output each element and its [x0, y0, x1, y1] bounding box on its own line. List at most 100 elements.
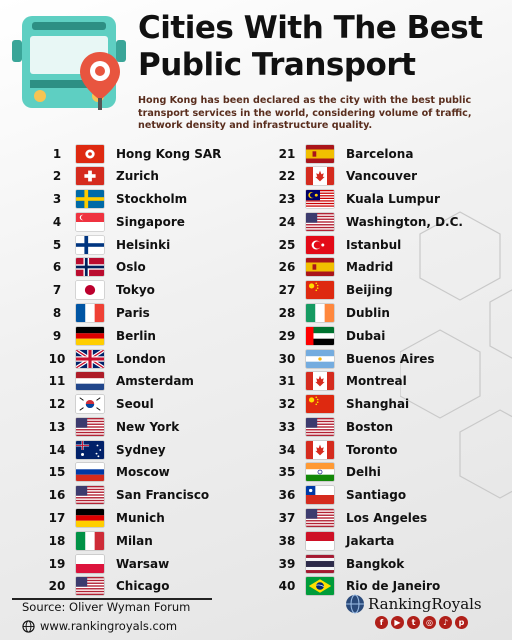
social-icons: f ▶ t ◎ ♪ p [375, 616, 468, 629]
flag-us-icon [306, 417, 334, 436]
ranking-row: 24 Washington, D.C. [270, 212, 463, 231]
rank-number: 32 [278, 397, 296, 412]
flag-ca-icon [306, 372, 334, 391]
ranking-row: 5 Helsinki [40, 235, 221, 254]
ranking-row: 38 Jakarta [270, 531, 463, 550]
flag-pl-icon [76, 554, 104, 573]
pinterest-icon[interactable]: p [455, 616, 468, 629]
flag-in-icon [306, 463, 334, 482]
flag-cn-icon [306, 395, 334, 414]
ranking-row: 18 Milan [40, 531, 221, 550]
source-note: Source: Oliver Wyman Forum [22, 600, 191, 614]
flag-tr-icon [306, 235, 334, 254]
ranking-row: 14 Sydney [40, 440, 221, 459]
rank-number: 30 [278, 351, 296, 366]
flag-ch-icon [76, 167, 104, 186]
rank-number: 24 [278, 214, 296, 229]
city-name: Los Angeles [346, 511, 428, 525]
tiktok-icon[interactable]: ♪ [439, 616, 452, 629]
flag-fr-icon [76, 303, 104, 322]
facebook-icon[interactable]: f [375, 616, 388, 629]
ranking-row: 30 Buenos Aires [270, 349, 463, 368]
city-name: London [116, 351, 166, 366]
rank-number: 36 [278, 488, 296, 503]
city-name: Moscow [116, 465, 170, 480]
ranking-row: 36 Santiago [270, 486, 463, 505]
city-name: Stockholm [116, 192, 188, 207]
ranking-row: 19 Warsaw [40, 554, 221, 573]
flag-br-icon [306, 577, 334, 596]
flag-us-icon [76, 577, 104, 596]
rank-number: 17 [48, 511, 66, 525]
ranking-row: 35 Delhi [270, 463, 463, 482]
flag-ca-icon [306, 440, 334, 459]
city-name: Paris [116, 305, 150, 320]
city-name: Barcelona [346, 146, 414, 161]
youtube-icon[interactable]: ▶ [391, 616, 404, 629]
globe-icon [22, 619, 35, 633]
ranking-row: 11 Amsterdam [40, 372, 221, 391]
ranking-row: 28 Dublin [270, 303, 463, 322]
city-name: Shanghai [346, 397, 410, 412]
flag-fi-icon [76, 235, 104, 254]
ranking-row: 26 Madrid [270, 258, 463, 277]
flag-nl-icon [76, 372, 104, 391]
flag-cl-icon [306, 486, 334, 505]
flag-gb-icon [76, 349, 104, 368]
rank-number: 23 [278, 192, 296, 207]
rank-number: 19 [48, 556, 66, 571]
city-name: Oslo [116, 260, 146, 275]
flag-id-icon [306, 531, 334, 550]
rank-number: 28 [278, 305, 296, 320]
rank-number: 11 [48, 374, 66, 389]
city-name: Boston [346, 419, 394, 434]
location-pin-icon [80, 52, 120, 110]
city-name: Santiago [346, 488, 407, 503]
ranking-row: 39 Bangkok [270, 554, 463, 573]
ranking-row: 27 Beijing [270, 281, 463, 300]
flag-ca-icon [306, 167, 334, 186]
flag-jp-icon [76, 281, 104, 300]
city-name: Istanbul [346, 237, 402, 252]
rank-number: 26 [278, 260, 296, 275]
ranking-row: 40 Rio de Janeiro [270, 577, 463, 596]
city-name: Madrid [346, 260, 394, 275]
flag-es-icon [306, 144, 334, 163]
rank-number: 2 [52, 169, 62, 184]
twitter-icon[interactable]: t [407, 616, 420, 629]
ranking-row: 37 Los Angeles [270, 509, 463, 528]
rank-number: 3 [52, 192, 62, 207]
rank-number: 25 [278, 237, 296, 252]
rank-number: 1 [52, 146, 62, 161]
rank-number: 4 [52, 214, 62, 229]
city-name: Dubai [346, 328, 386, 343]
ranking-row: 4 Singapore [40, 212, 221, 231]
ranking-row: 2 Zurich [40, 167, 221, 186]
city-name: Munich [116, 511, 165, 525]
city-name: Vancouver [346, 169, 418, 184]
flag-ae-icon [306, 326, 334, 345]
city-name: Toronto [346, 442, 398, 457]
ranking-row: 20 Chicago [40, 577, 221, 596]
rank-number: 22 [278, 169, 296, 184]
city-name: Seoul [116, 397, 154, 412]
instagram-icon[interactable]: ◎ [423, 616, 436, 629]
page-subtitle: Hong Kong has been declared as the city … [138, 95, 472, 131]
flag-kr-icon [76, 395, 104, 414]
website[interactable]: www.rankingroyals.com [22, 619, 177, 633]
city-name: Buenos Aires [346, 351, 435, 366]
flag-ru-icon [76, 463, 104, 482]
brand-logo: RankingRoyals [345, 594, 482, 614]
city-name: Rio de Janeiro [346, 579, 441, 594]
flag-ar-icon [306, 349, 334, 368]
flag-us-icon [76, 486, 104, 505]
flag-us-icon [306, 212, 334, 231]
ranking-row: 31 Montreal [270, 372, 463, 391]
ranking-row: 33 Boston [270, 417, 463, 436]
ranking-row: 8 Paris [40, 303, 221, 322]
flag-hk-icon [76, 144, 104, 163]
flag-de-icon [76, 326, 104, 345]
ranking-list-right: 21 Barcelona 22 Vancouver 23 Kuala Lumpur 24 Wa… [270, 144, 463, 596]
city-name: Amsterdam [116, 374, 194, 389]
ranking-row: 25 Istanbul [270, 235, 463, 254]
